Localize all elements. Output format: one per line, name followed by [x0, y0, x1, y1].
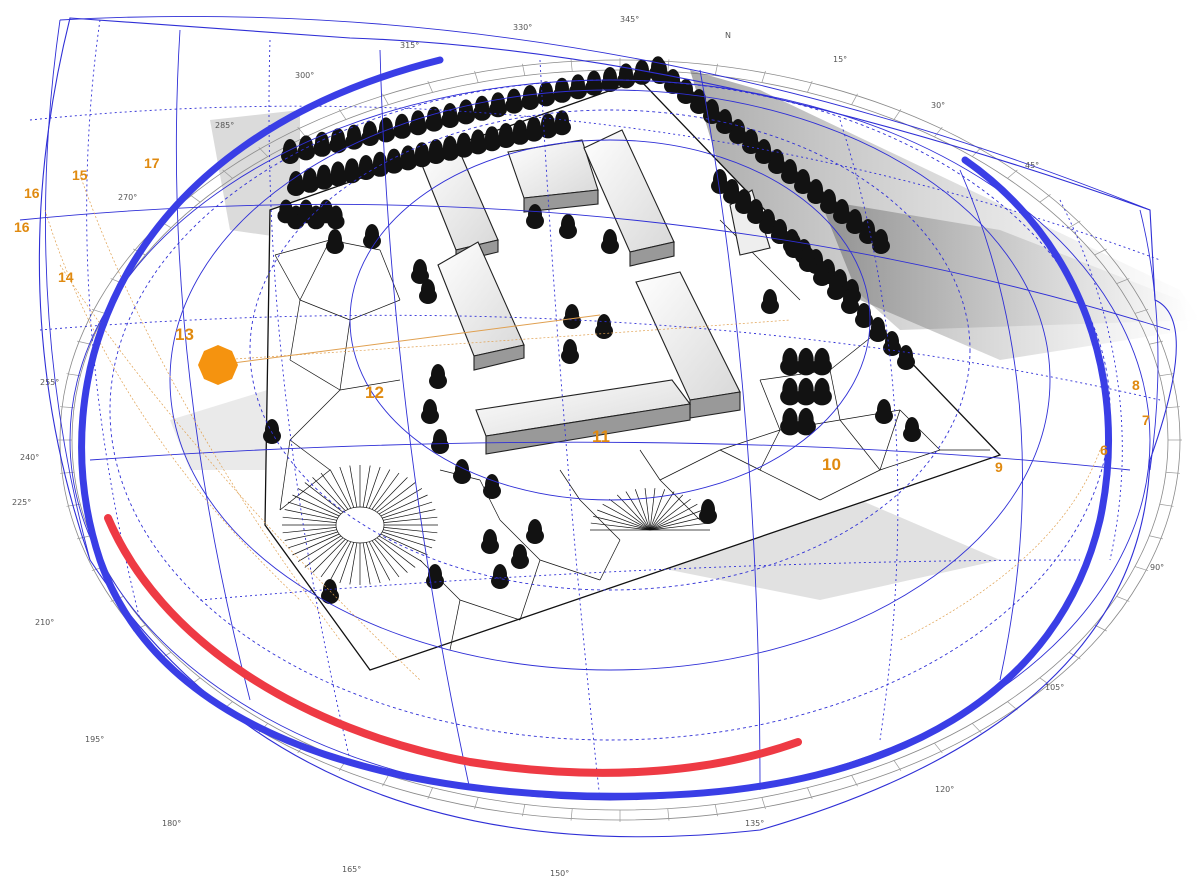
hour-label: 8 [1132, 377, 1140, 393]
azimuth-label: 240° [20, 453, 39, 462]
hour-label: 16 [24, 185, 40, 201]
azimuth-label: 195° [85, 735, 104, 744]
hour-label: 11 [592, 427, 610, 446]
hour-label: 6 [1100, 442, 1108, 458]
building-e [635, 271, 741, 419]
azimuth-label: 150° [550, 869, 569, 876]
azimuth-label: 45° [1025, 161, 1039, 170]
hour-label: 10 [822, 455, 841, 474]
azimuth-label: 180° [162, 819, 181, 828]
hour-label: 17 [144, 155, 160, 171]
trees [263, 56, 921, 604]
azimuth-label: 330° [513, 23, 532, 32]
sun-icon [198, 345, 238, 385]
summer-sun-path [78, 56, 1113, 800]
azimuth-label: 225° [12, 498, 31, 507]
building-f [475, 379, 691, 455]
hour-lines [44, 174, 1101, 681]
azimuth-label: 270° [118, 193, 137, 202]
hour-label: 12 [365, 383, 384, 402]
hour-label: 13 [175, 325, 194, 344]
azimuth-label: 345° [620, 15, 639, 24]
sky-dome-grid [19, 15, 1177, 838]
azimuth-labels: N 345° 330° 315° 300° 285° 270° 255° 240° 225° 210… [12, 15, 1164, 876]
azimuth-label: 90° [1150, 563, 1164, 572]
hour-labels: 16 15 17 16 14 13 12 11 10 9 8 7 6 [14, 155, 1150, 475]
azimuth-label: 165° [342, 865, 361, 874]
hour-label: 16 [14, 219, 30, 235]
triangulated-mesh [274, 219, 990, 651]
hour-label: 14 [58, 269, 74, 285]
amphitheatre [282, 465, 710, 585]
azimuth-label: 210° [35, 618, 54, 627]
azimuth-label: 105° [1045, 683, 1064, 692]
hour-label: 7 [1142, 412, 1150, 428]
hour-label: 9 [995, 459, 1003, 475]
hour-label: 15 [72, 167, 88, 183]
azimuth-label: 30° [931, 101, 945, 110]
azimuth-label: 135° [745, 819, 764, 828]
winter-sun-path [104, 514, 802, 777]
azimuth-label: 285° [215, 121, 234, 130]
building-d [583, 129, 675, 267]
azimuth-label: 15° [833, 55, 847, 64]
azimuth-label: 120° [935, 785, 954, 794]
azimuth-label: 315° [400, 41, 419, 50]
sun-ray [217, 314, 601, 366]
azimuth-label: 300° [295, 71, 314, 80]
azimuth-label: N [725, 31, 731, 40]
azimuth-label: 255° [40, 378, 59, 387]
sun-paths [78, 56, 1113, 800]
